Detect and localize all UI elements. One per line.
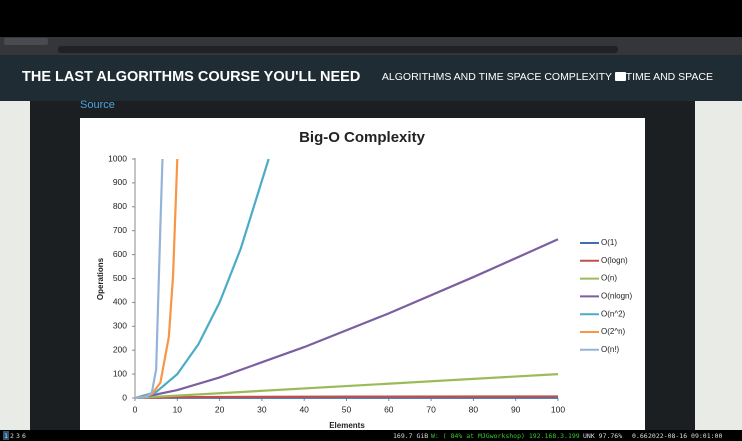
series-line	[135, 158, 164, 399]
x-tick-label: 20	[215, 404, 225, 414]
address-bar[interactable]	[58, 46, 618, 53]
workspace[interactable]: 3	[16, 432, 20, 440]
y-tick-label: 200	[113, 344, 127, 354]
series-line	[135, 373, 559, 399]
x-tick-label: 70	[426, 404, 436, 414]
status-bar	[0, 430, 742, 441]
y-tick-label: 500	[113, 273, 127, 283]
y-tick-label: 1000	[108, 153, 127, 163]
x-tick-label: 60	[384, 404, 394, 414]
legend-label: O(n)	[601, 274, 617, 283]
series-line	[139, 238, 559, 399]
x-axis-label: Elements	[329, 421, 365, 430]
y-tick-label: 800	[113, 201, 127, 211]
plot-area	[135, 158, 559, 399]
x-tick-label: 30	[257, 404, 267, 414]
vs-icon	[615, 72, 626, 81]
legend-label: O(logn)	[601, 256, 628, 265]
status-battery: UNK 97.76%	[583, 432, 622, 440]
workspace[interactable]: 6	[22, 432, 26, 440]
x-tick-label: 80	[469, 404, 479, 414]
y-tick-label: 700	[113, 225, 127, 235]
source-link[interactable]: Source	[80, 99, 115, 111]
y-tick-label: 100	[113, 368, 127, 378]
y-tick-label: 600	[113, 249, 127, 259]
section-title: ALGORITHMS AND TIME SPACE COMPLEXITY	[382, 71, 612, 83]
subsection-title: TIME AND SPACE	[626, 71, 713, 83]
legend-label: O(1)	[601, 238, 617, 247]
status-disk: 169.7 GiB	[393, 432, 428, 440]
x-tick-label: 50	[342, 404, 352, 414]
workspace[interactable]: 1	[4, 432, 8, 440]
x-tick-label: 40	[299, 404, 309, 414]
x-tick-label: 100	[551, 404, 565, 414]
y-tick-label: 300	[113, 321, 127, 331]
workspace-active	[3, 431, 9, 440]
x-tick-label: 10	[173, 404, 183, 414]
legend-label: O(n^2)	[601, 309, 626, 318]
legend-label: O(nlogn)	[601, 292, 632, 301]
browser-tab[interactable]	[4, 38, 48, 45]
course-title: THE LAST ALGORITHMS COURSE YOU'LL NEED	[22, 69, 360, 85]
chart-image	[80, 118, 645, 430]
y-axis-label: Operations	[96, 257, 105, 300]
top-band	[0, 0, 742, 37]
x-tick-label: 90	[511, 404, 521, 414]
y-tick-label: 900	[113, 177, 127, 187]
status-load: 0.66	[632, 432, 648, 440]
status-wifi: W: ( 84% at MJGworkshop) 192.168.3.199	[431, 432, 580, 440]
legend-label: O(2^n)	[601, 327, 626, 336]
workspace[interactable]: 2	[10, 432, 14, 440]
y-tick-label: 400	[113, 297, 127, 307]
series-line	[135, 158, 270, 399]
legend-label: O(n!)	[601, 345, 620, 354]
series-line	[139, 395, 559, 399]
x-tick-label: 0	[133, 404, 138, 414]
chart-title: Big-O Complexity	[299, 129, 426, 146]
y-tick-label: 0	[122, 392, 127, 402]
status-clock: 2022-08-16 09:01:00	[648, 432, 722, 440]
